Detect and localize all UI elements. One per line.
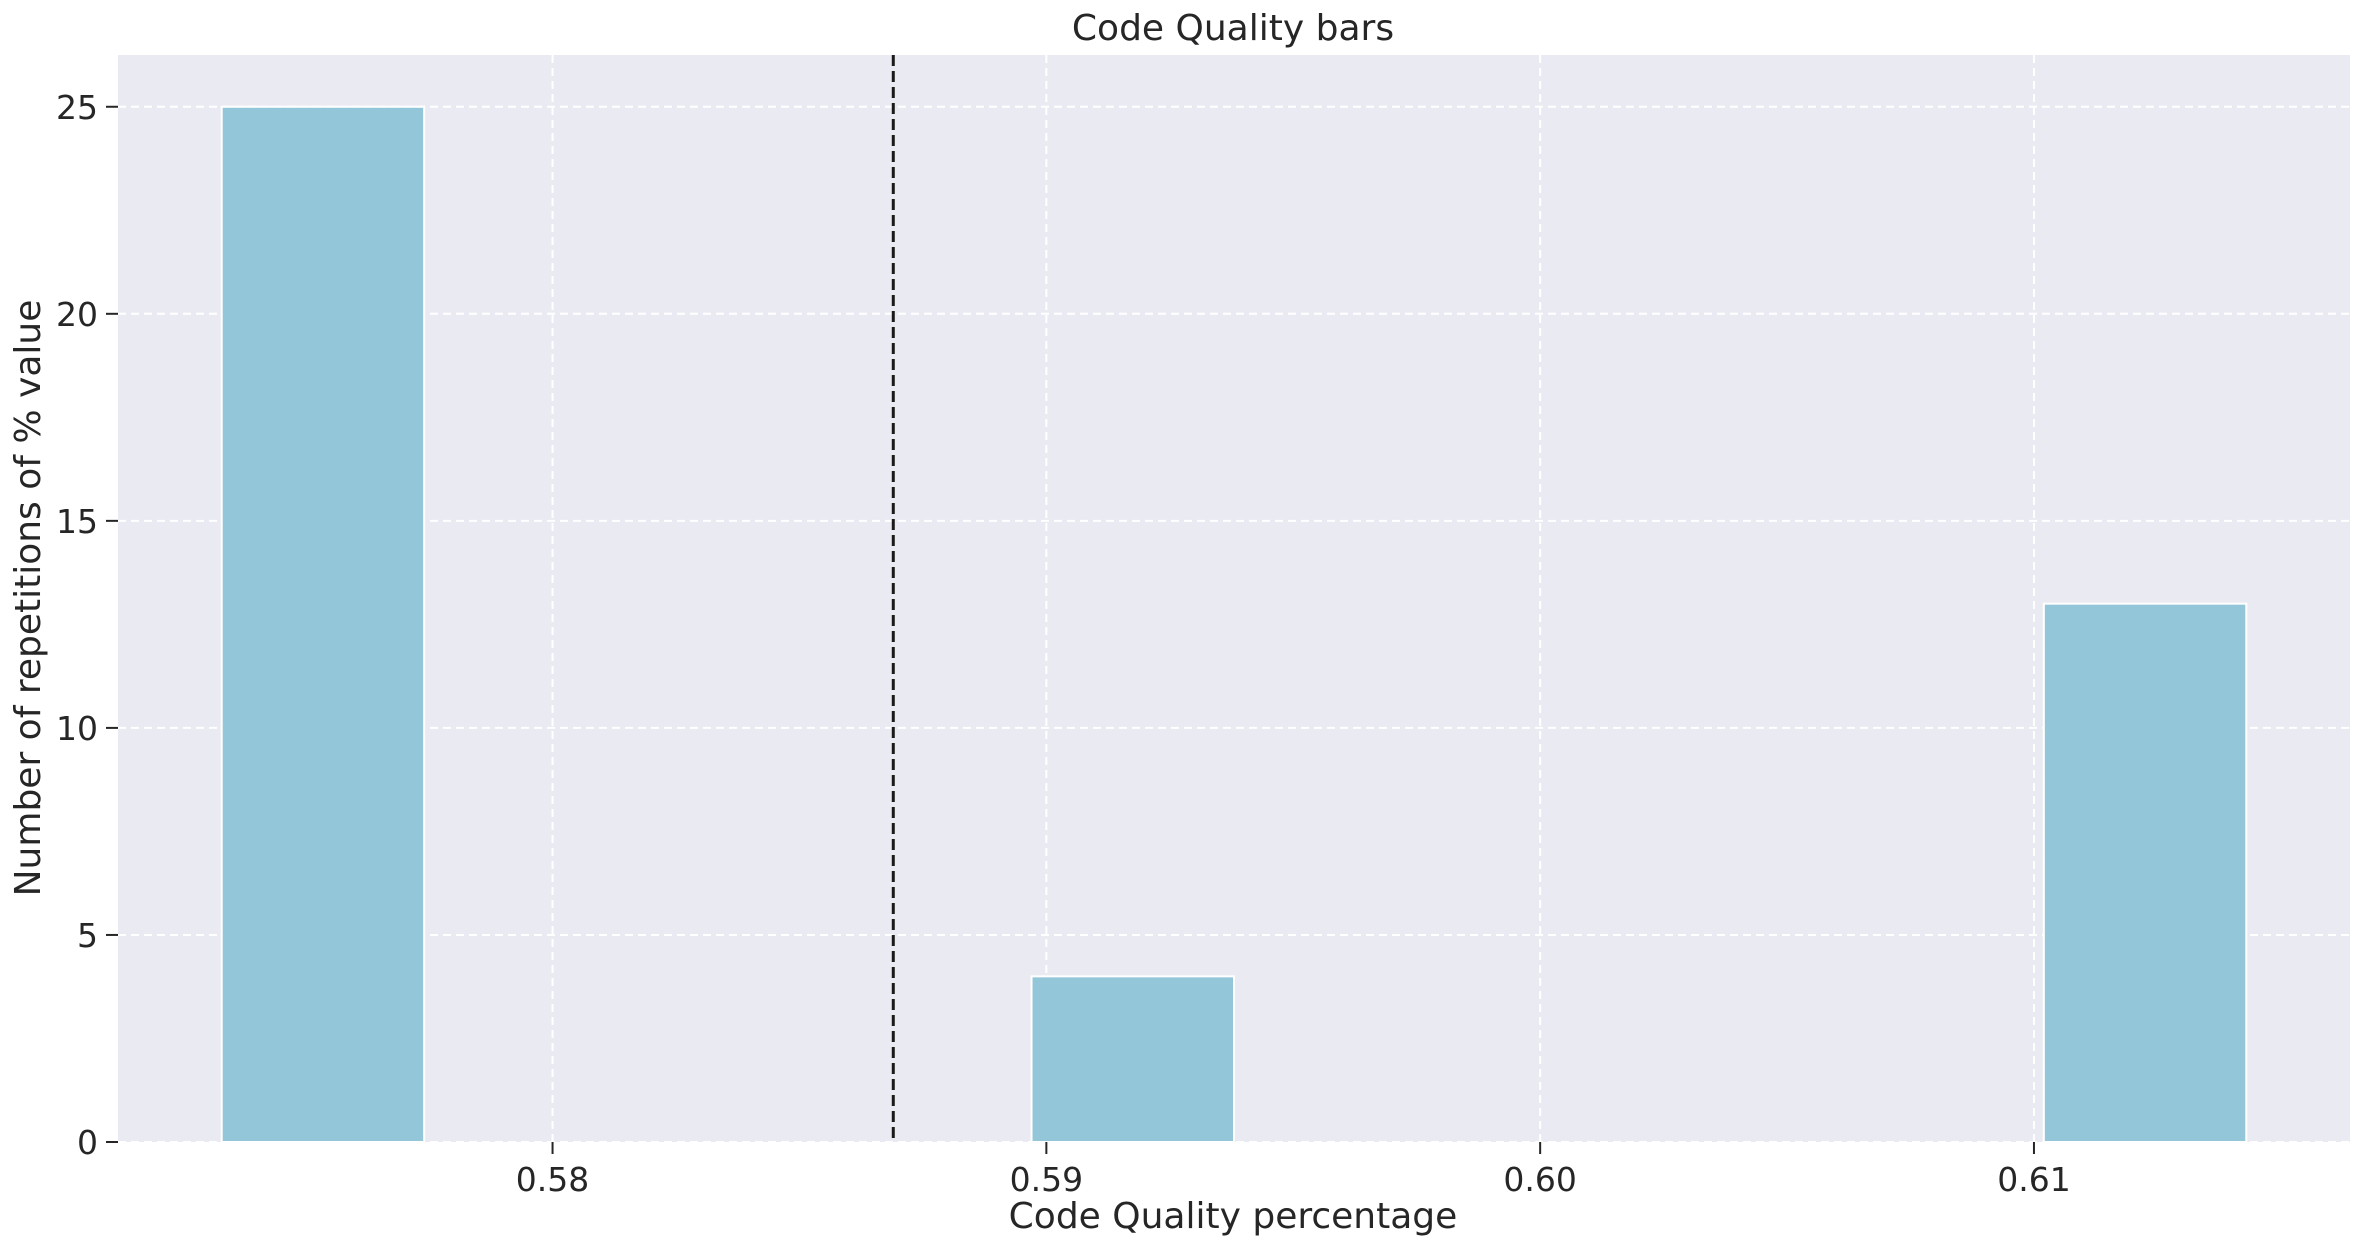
plot-background: [118, 55, 2350, 1142]
y-tick-label: 0: [77, 1123, 98, 1162]
y-tick-label: 5: [77, 916, 98, 955]
x-axis-title: Code Quality percentage: [1009, 1196, 1458, 1237]
x-tick-label: 0.61: [1997, 1160, 2070, 1199]
y-tick-label: 25: [56, 88, 98, 127]
y-axis: 0 5 10 15 20 25: [56, 88, 118, 1162]
chart-title: Code Quality bars: [1072, 8, 1394, 49]
x-tick-label: 0.60: [1503, 1160, 1576, 1199]
x-axis: 0.58 0.59 0.60 0.61: [516, 1142, 2071, 1199]
grid: [118, 55, 2350, 1143]
bar-3: [2042, 602, 2248, 1143]
x-tick-label: 0.58: [516, 1160, 589, 1199]
x-tick-label: 0.59: [1010, 1160, 1083, 1199]
y-tick-label: 10: [56, 709, 98, 748]
y-axis-title: Number of repetitions of % value: [8, 300, 49, 897]
y-tick-label: 15: [56, 502, 98, 541]
bar-1: [220, 105, 426, 1143]
bars: [220, 105, 2248, 1143]
y-tick-label: 20: [56, 295, 98, 334]
bar-2: [1030, 975, 1235, 1143]
